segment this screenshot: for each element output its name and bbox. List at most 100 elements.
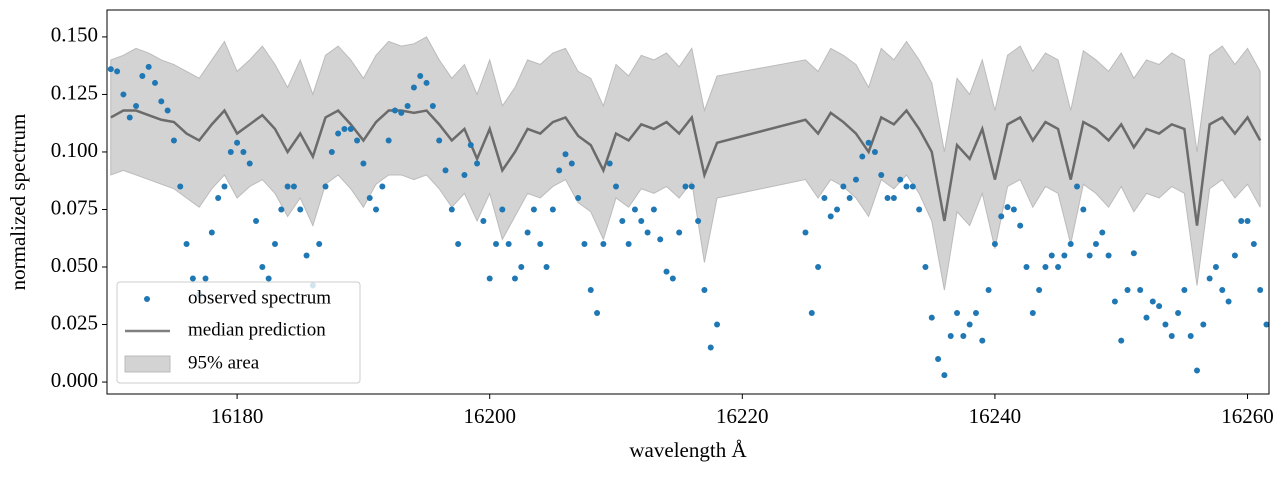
observed-point <box>979 337 986 344</box>
axes-frame <box>106 9 1270 395</box>
observed-point <box>619 217 626 224</box>
observed-point <box>878 171 885 178</box>
observed-point <box>120 91 127 98</box>
observed-point <box>391 107 398 114</box>
observed-point <box>360 160 367 167</box>
observed-point <box>177 183 184 190</box>
observed-point <box>871 148 878 155</box>
observed-point <box>322 183 329 190</box>
observed-point <box>613 183 620 190</box>
observed-point <box>354 137 361 144</box>
median-line <box>110 108 1262 226</box>
y-tick-label: 0.100 <box>51 138 98 162</box>
observed-point <box>461 171 468 178</box>
observed-point <box>1143 314 1150 321</box>
observed-point <box>221 183 228 190</box>
observed-point <box>600 240 607 247</box>
x-tick-label: 16180 <box>211 404 264 428</box>
observed-point <box>852 176 859 183</box>
observed-point <box>884 194 891 201</box>
observed-point <box>442 167 449 174</box>
observed-point <box>480 217 487 224</box>
observed-point <box>202 275 209 282</box>
observed-point <box>537 240 544 247</box>
observed-point <box>808 310 815 317</box>
observed-point <box>215 194 222 201</box>
observed-point <box>297 206 304 213</box>
observed-point <box>1042 263 1049 270</box>
observed-point <box>707 344 714 351</box>
observed-point <box>183 240 190 247</box>
observed-point <box>859 153 866 160</box>
observed-point <box>385 137 392 144</box>
observed-point <box>701 287 708 294</box>
observed-point <box>562 151 569 158</box>
observed-point <box>1149 298 1156 305</box>
observed-point <box>259 263 266 270</box>
observed-point <box>631 206 638 213</box>
observed-point <box>1212 263 1219 270</box>
observed-point <box>543 263 550 270</box>
observed-point <box>347 125 354 132</box>
observed-point <box>941 372 948 379</box>
observed-point <box>410 84 417 91</box>
observed-point <box>499 206 506 213</box>
x-tick-label: 16260 <box>1221 404 1274 428</box>
observed-point <box>663 268 670 275</box>
observed-point <box>935 356 942 363</box>
observed-point <box>840 183 847 190</box>
observed-point <box>556 167 563 174</box>
y-tick-label: 0.150 <box>51 23 98 47</box>
observed-point <box>133 102 140 109</box>
observed-point <box>695 217 702 224</box>
observed-point <box>284 183 291 190</box>
x-tick-label: 16220 <box>716 404 769 428</box>
observed-point <box>208 229 215 236</box>
y-axis-label: normalized spectrum <box>6 114 30 291</box>
observed-point <box>928 314 935 321</box>
observed-point <box>821 194 828 201</box>
observed-point <box>290 183 297 190</box>
observed-point <box>303 252 310 259</box>
observed-point <box>423 79 430 86</box>
legend-marker <box>144 296 150 302</box>
observed-point <box>474 160 481 167</box>
observed-point <box>1156 303 1163 310</box>
observed-point <box>1055 263 1062 270</box>
observed-point <box>846 194 853 201</box>
observed-point <box>234 139 241 146</box>
prediction-band <box>110 36 1261 291</box>
observed-point <box>669 275 676 282</box>
observed-point <box>493 240 500 247</box>
observed-point <box>486 275 493 282</box>
observed-point <box>1244 217 1251 224</box>
observed-point <box>1257 287 1264 294</box>
observed-point <box>922 263 929 270</box>
observed-point <box>1004 204 1011 211</box>
observed-point <box>246 160 253 167</box>
observed-point <box>1067 240 1074 247</box>
observed-point <box>644 229 651 236</box>
observed-point <box>682 183 689 190</box>
observed-point <box>1130 250 1137 257</box>
y-tick-label: 0.000 <box>51 368 98 392</box>
observed-point <box>505 240 512 247</box>
observed-point <box>1118 337 1125 344</box>
observed-point <box>1219 287 1226 294</box>
observed-point <box>1105 252 1112 259</box>
observed-point <box>114 68 121 75</box>
observed-point <box>448 206 455 213</box>
observed-point <box>1061 252 1068 259</box>
observed-point <box>1023 263 1030 270</box>
legend-box <box>116 281 361 384</box>
observed-point <box>455 240 462 247</box>
observed-point <box>253 217 260 224</box>
observed-point <box>625 240 632 247</box>
observed-point <box>1111 298 1118 305</box>
observed-point <box>164 107 171 114</box>
observed-point <box>1137 287 1144 294</box>
observed-point <box>1124 287 1131 294</box>
y-tick-label: 0.025 <box>51 310 98 334</box>
observed-point <box>1181 287 1188 294</box>
